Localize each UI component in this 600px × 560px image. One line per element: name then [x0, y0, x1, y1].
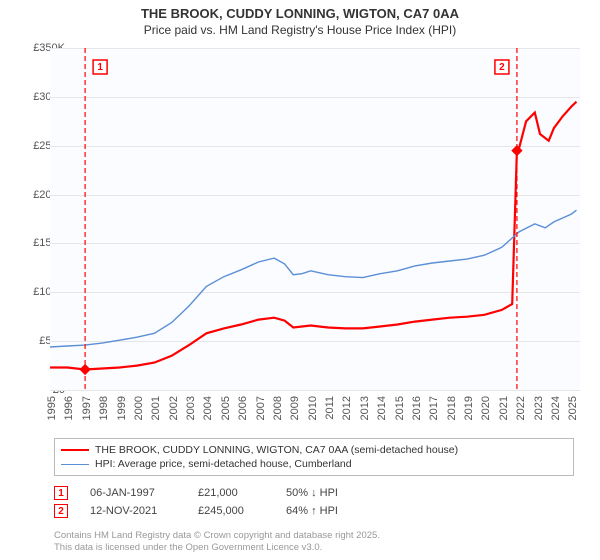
x-tick-label: 2004 [202, 396, 214, 420]
x-tick-label: 1995 [46, 396, 58, 420]
footer-attribution: Contains HM Land Registry data © Crown c… [54, 530, 380, 554]
x-tick-label: 2013 [359, 396, 371, 420]
x-tick-label: 2022 [515, 396, 527, 420]
chart-container: THE BROOK, CUDDY LONNING, WIGTON, CA7 0A… [0, 0, 600, 560]
x-tick-label: 1997 [81, 396, 93, 420]
footer-line2: This data is licensed under the Open Gov… [54, 542, 380, 554]
legend-label: THE BROOK, CUDDY LONNING, WIGTON, CA7 0A… [95, 444, 458, 456]
sale-marker-diamond [511, 145, 522, 156]
datapoint-badge: 2 [54, 504, 68, 518]
legend-swatch [61, 464, 89, 465]
datapoint-badge: 1 [54, 486, 68, 500]
x-tick-label: 2001 [150, 396, 162, 420]
x-tick-label: 2020 [480, 396, 492, 420]
x-tick-label: 2012 [341, 396, 353, 420]
x-tick-label: 2008 [272, 396, 284, 420]
x-tick-label: 2007 [255, 396, 267, 420]
title-line2: Price paid vs. HM Land Registry's House … [0, 23, 600, 37]
x-tick-label: 2019 [463, 396, 475, 420]
x-axis-labels: 1995199619971998199920002001200220032004… [50, 390, 580, 440]
x-tick-label: 1999 [116, 396, 128, 420]
sale-marker-diamond [79, 364, 90, 375]
line-chart-svg: 12 [50, 48, 580, 390]
title-line1: THE BROOK, CUDDY LONNING, WIGTON, CA7 0A… [0, 6, 600, 21]
datapoint-delta: 64% ↑ HPI [286, 505, 396, 517]
legend-label: HPI: Average price, semi-detached house,… [95, 458, 352, 470]
footer-line1: Contains HM Land Registry data © Crown c… [54, 530, 380, 542]
x-tick-label: 2014 [376, 396, 388, 420]
sale-datapoints: 1 06-JAN-1997 £21,000 50% ↓ HPI 2 12-NOV-2021… [54, 484, 574, 520]
legend-row: THE BROOK, CUDDY LONNING, WIGTON, CA7 0A… [61, 443, 567, 457]
plot-area: 12 [50, 48, 580, 390]
x-tick-label: 2016 [411, 396, 423, 420]
sale-marker-badge-number: 1 [97, 62, 103, 73]
datapoint-row: 2 12-NOV-2021 £245,000 64% ↑ HPI [54, 502, 574, 520]
x-tick-label: 2015 [394, 396, 406, 420]
datapoint-delta: 50% ↓ HPI [286, 487, 396, 499]
x-tick-label: 2002 [168, 396, 180, 420]
x-tick-label: 2005 [220, 396, 232, 420]
title-block: THE BROOK, CUDDY LONNING, WIGTON, CA7 0A… [0, 0, 600, 39]
x-tick-label: 2011 [324, 396, 336, 420]
x-tick-label: 2006 [237, 396, 249, 420]
legend-swatch [61, 449, 89, 451]
datapoint-row: 1 06-JAN-1997 £21,000 50% ↓ HPI [54, 484, 574, 502]
x-tick-label: 2021 [498, 396, 510, 420]
x-tick-label: 1996 [63, 396, 75, 420]
legend-row: HPI: Average price, semi-detached house,… [61, 457, 567, 471]
sale-marker-badge-number: 2 [499, 62, 505, 73]
x-tick-label: 2018 [446, 396, 458, 420]
x-tick-label: 2000 [133, 396, 145, 420]
datapoint-price: £21,000 [198, 487, 278, 499]
x-tick-label: 2025 [567, 396, 579, 420]
series-property-line [50, 102, 577, 370]
x-tick-label: 1998 [98, 396, 110, 420]
datapoint-price: £245,000 [198, 505, 278, 517]
x-tick-label: 2023 [533, 396, 545, 420]
x-tick-label: 2009 [289, 396, 301, 420]
x-tick-label: 2017 [428, 396, 440, 420]
datapoint-date: 12-NOV-2021 [90, 505, 190, 517]
legend-box: THE BROOK, CUDDY LONNING, WIGTON, CA7 0A… [54, 438, 574, 476]
x-tick-label: 2010 [307, 396, 319, 420]
datapoint-date: 06-JAN-1997 [90, 487, 190, 499]
x-tick-label: 2003 [185, 396, 197, 420]
x-tick-label: 2024 [550, 396, 562, 420]
